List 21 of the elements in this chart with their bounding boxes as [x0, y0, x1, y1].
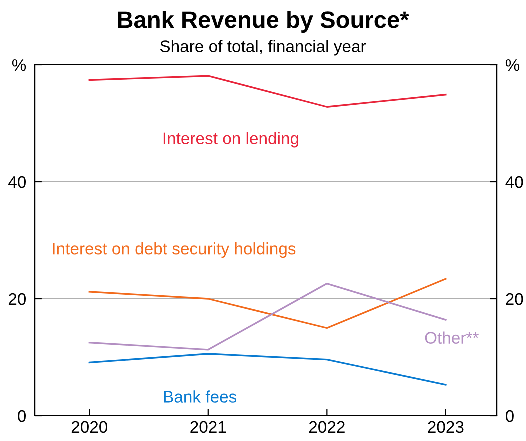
y2-tick-label: 40: [506, 176, 524, 188]
y-tick-label: 40: [8, 176, 26, 188]
series-label: Interest on lending: [164, 132, 298, 148]
y2-tick-label: 20: [506, 293, 524, 306]
y2-tick-label: %: [506, 59, 520, 72]
x-tick-label: 2023: [428, 421, 464, 434]
line-series: [88, 75, 447, 108]
text: Bank fees: [164, 390, 237, 403]
chart-title: Bank Revenue by Source*: [118, 10, 410, 34]
x-tick-label: 2020: [72, 421, 108, 434]
y2-tick-label: 0: [506, 410, 514, 422]
series-label: Other**: [425, 332, 479, 344]
line-series: [88, 278, 447, 330]
y-tick-label: %: [12, 59, 26, 72]
line-series: [88, 353, 447, 386]
chart-subtitle: Share of total, financial year: [160, 40, 366, 56]
y-tick-label: 0: [18, 410, 26, 422]
y-tick-label: 20: [8, 293, 26, 306]
text: Interest on debt security holdings: [53, 242, 296, 258]
x-tick-label: 2021: [190, 421, 226, 434]
x-tick-label: 2022: [309, 421, 345, 434]
